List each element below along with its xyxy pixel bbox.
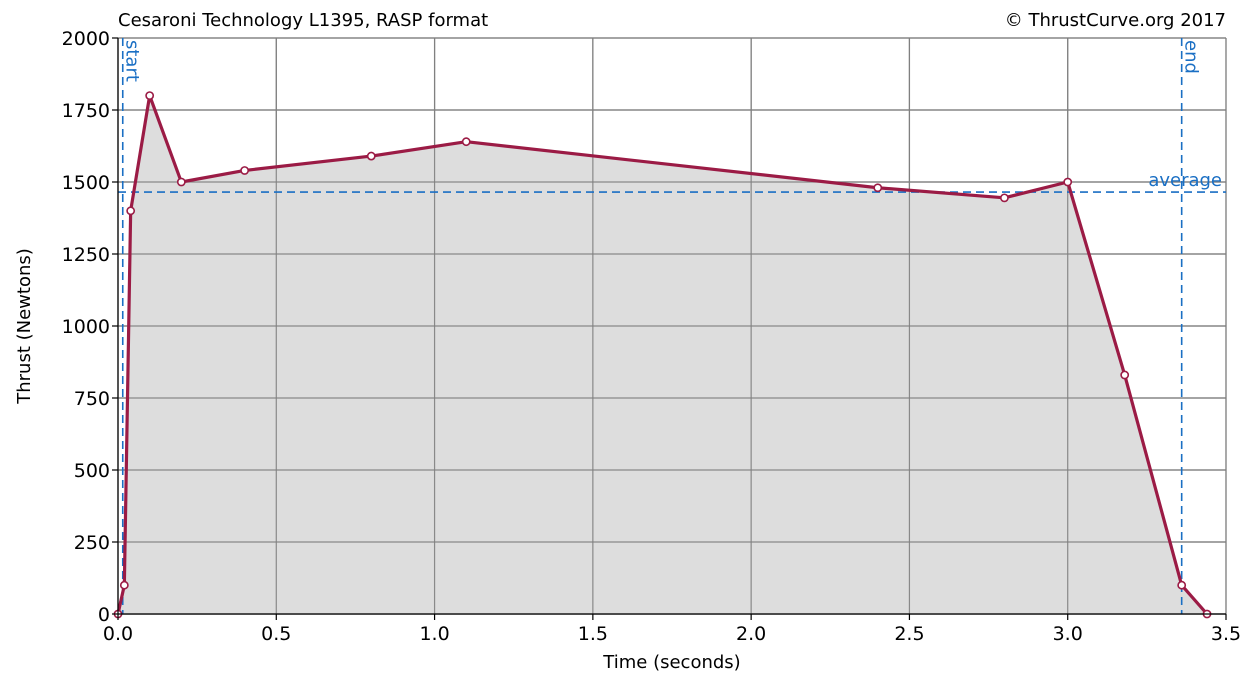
average-label: average (1148, 170, 1222, 191)
chart-title: Cesaroni Technology L1395, RASP format (118, 10, 488, 31)
data-point (145, 91, 155, 100)
x-tick-label: 3.5 (1211, 623, 1241, 645)
data-point (873, 183, 883, 193)
axes (112, 37, 1227, 620)
data-point (119, 580, 129, 590)
x-tick-label: 3.0 (1053, 623, 1083, 645)
y-tick-label: 1500 (62, 172, 110, 194)
data-point (240, 166, 250, 175)
y-tick-label: 1750 (62, 100, 110, 122)
y-axis-title: Thrust (Newtons) (14, 248, 35, 405)
end-label: end (1181, 40, 1202, 74)
thrust-line (116, 93, 1209, 616)
data-point (1177, 580, 1187, 590)
data-point (176, 177, 186, 187)
thrust-area-fill (118, 95, 1208, 615)
y-tick-label: 0 (98, 604, 110, 626)
x-axis-title: Time (seconds) (602, 652, 740, 673)
data-point (1063, 177, 1073, 187)
y-tick-label: 1000 (62, 316, 110, 338)
y-tick-label: 2000 (62, 28, 110, 50)
data-point (461, 137, 471, 147)
data-point (366, 151, 376, 161)
reference-lines: start end average (118, 38, 1226, 614)
y-tick-label: 500 (74, 460, 110, 482)
tick-labels: 0 250 500 750 1000 1250 1500 1750 2000 0.0 0.5 1.0 1… (62, 28, 1241, 645)
x-tick-label: 1.5 (578, 623, 608, 645)
x-tick-label: 0.0 (103, 623, 133, 645)
data-point (1000, 193, 1009, 203)
y-tick-label: 250 (74, 532, 110, 554)
data-point (126, 206, 136, 216)
copyright-notice: © ThrustCurve.org 2017 (1005, 10, 1226, 31)
data-point (1120, 370, 1130, 380)
x-tick-label: 2.5 (894, 623, 924, 645)
start-label: start (122, 40, 143, 82)
y-tick-label: 1250 (62, 244, 110, 266)
thrust-series (113, 91, 1212, 619)
x-tick-label: 2.0 (736, 623, 766, 645)
y-tick-label: 750 (74, 388, 110, 410)
x-tick-label: 0.5 (261, 623, 291, 645)
x-tick-label: 1.0 (419, 623, 449, 645)
